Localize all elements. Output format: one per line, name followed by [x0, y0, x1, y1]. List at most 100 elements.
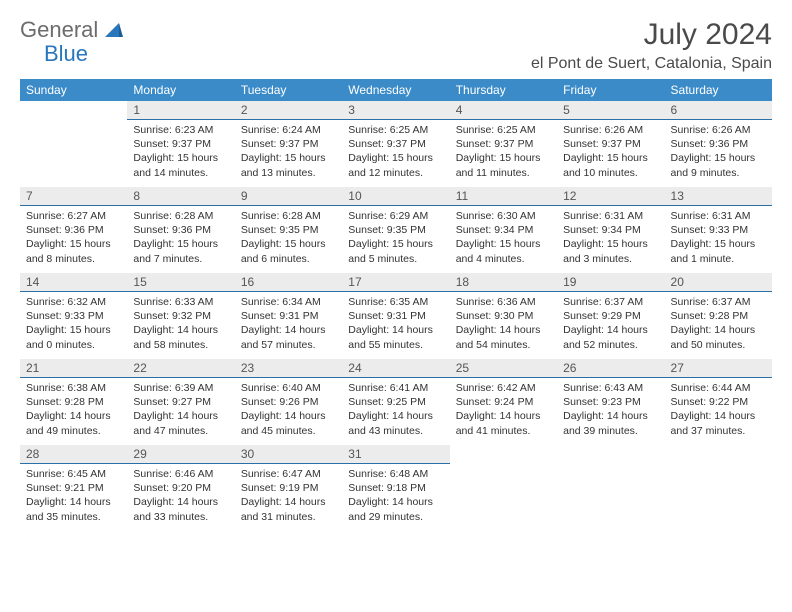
sunrise-text: Sunrise: 6:28 AM	[241, 209, 336, 223]
day-cell: 26Sunrise: 6:43 AMSunset: 9:23 PMDayligh…	[557, 359, 664, 445]
daylight-line1: Daylight: 15 hours	[348, 237, 443, 251]
week-row: 21Sunrise: 6:38 AMSunset: 9:28 PMDayligh…	[20, 359, 772, 445]
logo-part2: Blue	[44, 41, 88, 66]
sunset-text: Sunset: 9:23 PM	[563, 395, 658, 409]
day-number: 15	[127, 273, 234, 292]
sunrise-text: Sunrise: 6:40 AM	[241, 381, 336, 395]
day-number: 31	[342, 445, 449, 464]
sunset-text: Sunset: 9:37 PM	[241, 137, 336, 151]
daylight-line1: Daylight: 15 hours	[348, 151, 443, 165]
day-detail: Sunrise: 6:32 AMSunset: 9:33 PMDaylight:…	[20, 292, 127, 356]
daylight-line1: Daylight: 14 hours	[133, 323, 228, 337]
weekday-header: Thursday	[450, 79, 557, 101]
day-number: 28	[20, 445, 127, 464]
daylight-line2: and 37 minutes.	[671, 424, 766, 438]
daylight-line1: Daylight: 14 hours	[241, 409, 336, 423]
day-number: 2	[235, 101, 342, 120]
sunset-text: Sunset: 9:26 PM	[241, 395, 336, 409]
sunrise-text: Sunrise: 6:31 AM	[563, 209, 658, 223]
day-number: 19	[557, 273, 664, 292]
day-number: 22	[127, 359, 234, 378]
sunset-text: Sunset: 9:25 PM	[348, 395, 443, 409]
day-cell: 2Sunrise: 6:24 AMSunset: 9:37 PMDaylight…	[235, 101, 342, 187]
sunrise-text: Sunrise: 6:42 AM	[456, 381, 551, 395]
sunrise-text: Sunrise: 6:47 AM	[241, 467, 336, 481]
day-number: 27	[665, 359, 772, 378]
day-number: 9	[235, 187, 342, 206]
sunset-text: Sunset: 9:35 PM	[241, 223, 336, 237]
day-cell: 3Sunrise: 6:25 AMSunset: 9:37 PMDaylight…	[342, 101, 449, 187]
day-number: 30	[235, 445, 342, 464]
day-number: 25	[450, 359, 557, 378]
day-detail: Sunrise: 6:23 AMSunset: 9:37 PMDaylight:…	[127, 120, 234, 184]
calendar-page: General Blue July 2024 el Pont de Suert,…	[0, 0, 792, 541]
weekday-header: Wednesday	[342, 79, 449, 101]
daylight-line1: Daylight: 14 hours	[563, 323, 658, 337]
sunrise-text: Sunrise: 6:30 AM	[456, 209, 551, 223]
sunset-text: Sunset: 9:22 PM	[671, 395, 766, 409]
logo-part1: General	[20, 17, 98, 42]
daylight-line2: and 57 minutes.	[241, 338, 336, 352]
sunset-text: Sunset: 9:30 PM	[456, 309, 551, 323]
day-number: 23	[235, 359, 342, 378]
day-detail: Sunrise: 6:47 AMSunset: 9:19 PMDaylight:…	[235, 464, 342, 528]
daylight-line1: Daylight: 15 hours	[671, 151, 766, 165]
day-cell: 5Sunrise: 6:26 AMSunset: 9:37 PMDaylight…	[557, 101, 664, 187]
sunrise-text: Sunrise: 6:35 AM	[348, 295, 443, 309]
day-number: 11	[450, 187, 557, 206]
sunrise-text: Sunrise: 6:31 AM	[671, 209, 766, 223]
day-cell: 19Sunrise: 6:37 AMSunset: 9:29 PMDayligh…	[557, 273, 664, 359]
daylight-line2: and 31 minutes.	[241, 510, 336, 524]
day-detail: Sunrise: 6:37 AMSunset: 9:29 PMDaylight:…	[557, 292, 664, 356]
daylight-line2: and 33 minutes.	[133, 510, 228, 524]
day-number: 18	[450, 273, 557, 292]
daylight-line1: Daylight: 14 hours	[133, 495, 228, 509]
daylight-line2: and 10 minutes.	[563, 166, 658, 180]
day-detail: Sunrise: 6:46 AMSunset: 9:20 PMDaylight:…	[127, 464, 234, 528]
sunset-text: Sunset: 9:37 PM	[348, 137, 443, 151]
daylight-line2: and 8 minutes.	[26, 252, 121, 266]
sunrise-text: Sunrise: 6:37 AM	[671, 295, 766, 309]
day-detail: Sunrise: 6:40 AMSunset: 9:26 PMDaylight:…	[235, 378, 342, 442]
sunrise-text: Sunrise: 6:48 AM	[348, 467, 443, 481]
sunrise-text: Sunrise: 6:39 AM	[133, 381, 228, 395]
daylight-line1: Daylight: 15 hours	[241, 237, 336, 251]
sunset-text: Sunset: 9:31 PM	[241, 309, 336, 323]
sunset-text: Sunset: 9:37 PM	[563, 137, 658, 151]
daylight-line1: Daylight: 14 hours	[241, 323, 336, 337]
sunset-text: Sunset: 9:34 PM	[456, 223, 551, 237]
day-detail: Sunrise: 6:24 AMSunset: 9:37 PMDaylight:…	[235, 120, 342, 184]
day-cell: 11Sunrise: 6:30 AMSunset: 9:34 PMDayligh…	[450, 187, 557, 273]
daylight-line2: and 9 minutes.	[671, 166, 766, 180]
day-number: 17	[342, 273, 449, 292]
daylight-line2: and 54 minutes.	[456, 338, 551, 352]
sunrise-text: Sunrise: 6:44 AM	[671, 381, 766, 395]
daylight-line2: and 41 minutes.	[456, 424, 551, 438]
daylight-line1: Daylight: 14 hours	[456, 323, 551, 337]
sunset-text: Sunset: 9:36 PM	[26, 223, 121, 237]
daylight-line2: and 50 minutes.	[671, 338, 766, 352]
sunrise-text: Sunrise: 6:24 AM	[241, 123, 336, 137]
day-cell: 17Sunrise: 6:35 AMSunset: 9:31 PMDayligh…	[342, 273, 449, 359]
sunrise-text: Sunrise: 6:43 AM	[563, 381, 658, 395]
sunrise-text: Sunrise: 6:37 AM	[563, 295, 658, 309]
sunset-text: Sunset: 9:33 PM	[671, 223, 766, 237]
day-number: 10	[342, 187, 449, 206]
sail-icon	[105, 21, 123, 37]
sunrise-text: Sunrise: 6:27 AM	[26, 209, 121, 223]
day-cell: 15Sunrise: 6:33 AMSunset: 9:32 PMDayligh…	[127, 273, 234, 359]
daylight-line1: Daylight: 14 hours	[348, 495, 443, 509]
daylight-line2: and 11 minutes.	[456, 166, 551, 180]
daylight-line2: and 14 minutes.	[133, 166, 228, 180]
sunrise-text: Sunrise: 6:36 AM	[456, 295, 551, 309]
day-detail: Sunrise: 6:45 AMSunset: 9:21 PMDaylight:…	[20, 464, 127, 528]
day-detail: Sunrise: 6:41 AMSunset: 9:25 PMDaylight:…	[342, 378, 449, 442]
day-number: 29	[127, 445, 234, 464]
month-title: July 2024	[531, 18, 772, 52]
day-detail: Sunrise: 6:33 AMSunset: 9:32 PMDaylight:…	[127, 292, 234, 356]
day-cell: 23Sunrise: 6:40 AMSunset: 9:26 PMDayligh…	[235, 359, 342, 445]
daylight-line1: Daylight: 14 hours	[456, 409, 551, 423]
week-row: 7Sunrise: 6:27 AMSunset: 9:36 PMDaylight…	[20, 187, 772, 273]
sunrise-text: Sunrise: 6:25 AM	[456, 123, 551, 137]
daylight-line1: Daylight: 15 hours	[26, 323, 121, 337]
